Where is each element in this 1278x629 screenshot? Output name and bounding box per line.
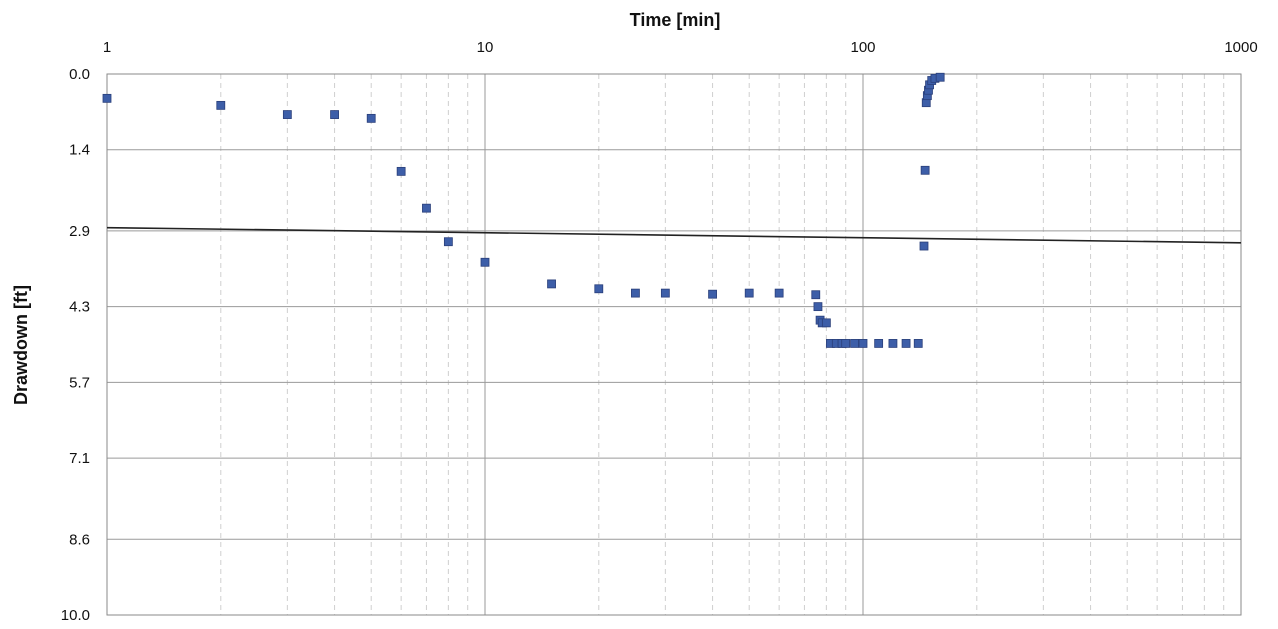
data-point (102, 93, 112, 103)
data-point (919, 241, 929, 251)
trend-line-group (106, 226, 1242, 244)
axes (106, 73, 1242, 616)
data-point (813, 302, 823, 312)
x-axis-title: Time [min] (630, 10, 721, 30)
data-point (708, 289, 717, 299)
data-point (901, 339, 911, 348)
data-point (631, 288, 640, 298)
x-tick-label: 1000 (1224, 39, 1257, 56)
y-tick-label: 8.6 (69, 531, 90, 548)
data-point (547, 279, 556, 289)
y-tick-label: 2.9 (69, 223, 90, 240)
y-tick-label: 7.1 (69, 450, 90, 467)
data-point (858, 339, 868, 348)
x-tick-label: 1 (103, 39, 111, 56)
data-point (422, 203, 431, 213)
data-point (594, 284, 604, 294)
minor-gridlines (220, 74, 1225, 615)
data-point (744, 288, 754, 298)
x-tick-label: 100 (850, 39, 875, 56)
data-point (366, 113, 376, 123)
y-tick-label: 0.0 (69, 66, 90, 83)
data-points (102, 72, 945, 348)
data-point (935, 72, 945, 82)
plot-frame (106, 73, 1242, 616)
data-point (811, 290, 821, 300)
y-tick-label: 1.4 (69, 142, 90, 159)
data-point (841, 339, 851, 348)
x-tick-label: 10 (477, 39, 494, 56)
data-point (396, 166, 406, 176)
y-axis-title: Drawdown [ft] (11, 285, 31, 405)
y-tick-labels: 0.0 1.4 2.9 4.3 5.7 7.1 8.6 10.0 (61, 66, 90, 624)
data-point (216, 100, 226, 110)
y-tick-label: 10.0 (61, 607, 90, 624)
data-point (874, 339, 884, 348)
y-tick-label: 4.3 (69, 299, 90, 316)
data-point (774, 288, 784, 298)
data-point (850, 339, 859, 348)
trend-line (106, 226, 1242, 244)
data-point (282, 110, 292, 119)
x-tick-labels: 1 10 100 1000 (103, 39, 1258, 56)
y-tick-label: 5.7 (69, 374, 90, 391)
data-point (920, 165, 930, 175)
data-point (821, 318, 831, 328)
data-point (888, 339, 898, 348)
data-point (660, 288, 670, 298)
data-point (443, 237, 453, 247)
data-point (330, 110, 339, 119)
data-point (913, 339, 923, 348)
data-point (480, 257, 490, 267)
